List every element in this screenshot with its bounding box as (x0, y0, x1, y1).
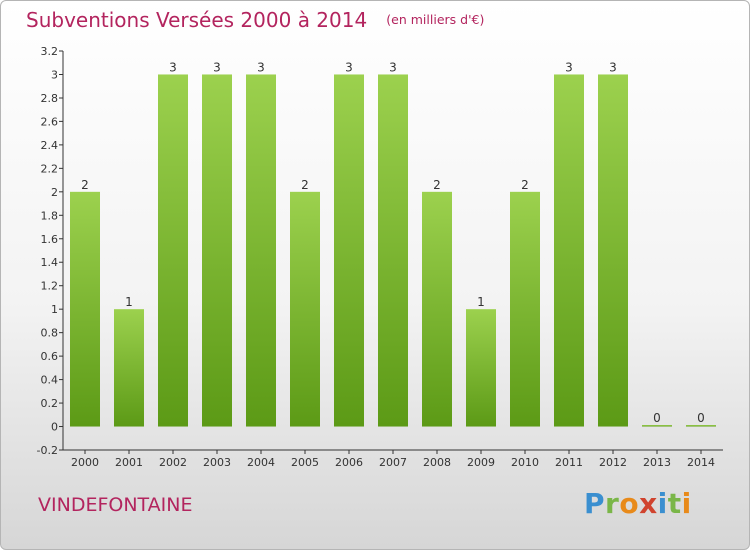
title-row: Subventions Versées 2000 à 2014 (en mill… (26, 8, 484, 32)
y-tick-label: 2.2 (41, 162, 59, 175)
y-tick-label: 0.6 (41, 350, 59, 363)
proxiti-logo: Proxiti (584, 487, 692, 520)
bar-2010 (510, 191, 540, 427)
x-tick-label: 2004 (247, 456, 275, 469)
data-label: 3 (345, 60, 353, 74)
data-label: 3 (565, 60, 573, 74)
x-tick-label: 2013 (643, 456, 671, 469)
axes: -0.2 0 0.2 0.4 0.6 0.8 1 1.2 1.4 1.6 1.8 2 2.2 2.4 2.6… (37, 45, 723, 469)
bar-2012 (598, 74, 628, 427)
x-tick-label: 2003 (203, 456, 231, 469)
data-label: 3 (213, 60, 221, 74)
data-label: 0 (653, 411, 661, 425)
data-label: 3 (257, 60, 265, 74)
data-label: 2 (81, 178, 89, 192)
y-tick-label: 3.2 (41, 45, 59, 58)
bar-2003 (202, 74, 232, 427)
y-tick-label: 3 (51, 68, 58, 81)
commune-name: VINDEFONTAINE (38, 494, 193, 516)
x-tick-label: 2008 (423, 456, 451, 469)
x-tick-label: 2009 (467, 456, 495, 469)
y-tick-label: 0.4 (41, 374, 59, 387)
bar-2004 (246, 74, 276, 427)
x-tick-label: 2005 (291, 456, 319, 469)
bar-2000 (70, 191, 100, 427)
bar-2008 (422, 191, 452, 427)
data-label: 3 (389, 60, 397, 74)
data-label: 1 (477, 295, 485, 309)
y-tick-label: 1 (51, 303, 58, 316)
x-tick-label: 2011 (555, 456, 583, 469)
data-label: 2 (521, 178, 529, 192)
bar-2002 (158, 74, 188, 427)
chart-unit: (en milliers d'€) (386, 12, 485, 27)
bar-2005 (290, 191, 320, 427)
bar-2009 (466, 309, 496, 427)
x-tick-label: 2010 (511, 456, 539, 469)
x-tick-label: 2012 (599, 456, 627, 469)
y-tick-label: 0 (51, 421, 58, 434)
data-label: 1 (125, 295, 133, 309)
y-tick-label: 1.4 (41, 256, 59, 269)
y-tick-label: 2.4 (41, 139, 59, 152)
bar-2014 (686, 425, 716, 427)
y-tick-label: 2.6 (41, 115, 59, 128)
bar-2001 (114, 309, 144, 427)
data-label: 3 (169, 60, 177, 74)
y-tick-label: -0.2 (37, 444, 58, 457)
bars (70, 74, 716, 427)
data-label: 3 (609, 60, 617, 74)
bar-2006 (334, 74, 364, 427)
y-tick-label: 1.8 (41, 209, 59, 222)
bar-2007 (378, 74, 408, 427)
y-tick-label: 1.2 (41, 280, 59, 293)
y-tick-label: 1.6 (41, 233, 59, 246)
chart-title: Subventions Versées 2000 à 2014 (26, 8, 368, 32)
bar-2011 (554, 74, 584, 427)
x-tick-label: 2002 (159, 456, 187, 469)
data-label: 2 (433, 178, 441, 192)
data-label: 0 (697, 411, 705, 425)
bar-2013 (642, 425, 672, 427)
x-tick-label: 2007 (379, 456, 407, 469)
x-tick-label: 2014 (687, 456, 715, 469)
y-tick-label: 2.8 (41, 92, 59, 105)
y-tick-label: 0.8 (41, 327, 59, 340)
y-tick-label: 0.2 (41, 397, 59, 410)
x-tick-label: 2000 (71, 456, 99, 469)
data-label: 2 (301, 178, 309, 192)
x-tick-label: 2006 (335, 456, 363, 469)
data-labels: 2 1 3 3 3 2 3 3 2 1 2 3 3 0 0 (81, 60, 705, 425)
y-tick-label: 2 (51, 186, 58, 199)
x-tick-label: 2001 (115, 456, 143, 469)
